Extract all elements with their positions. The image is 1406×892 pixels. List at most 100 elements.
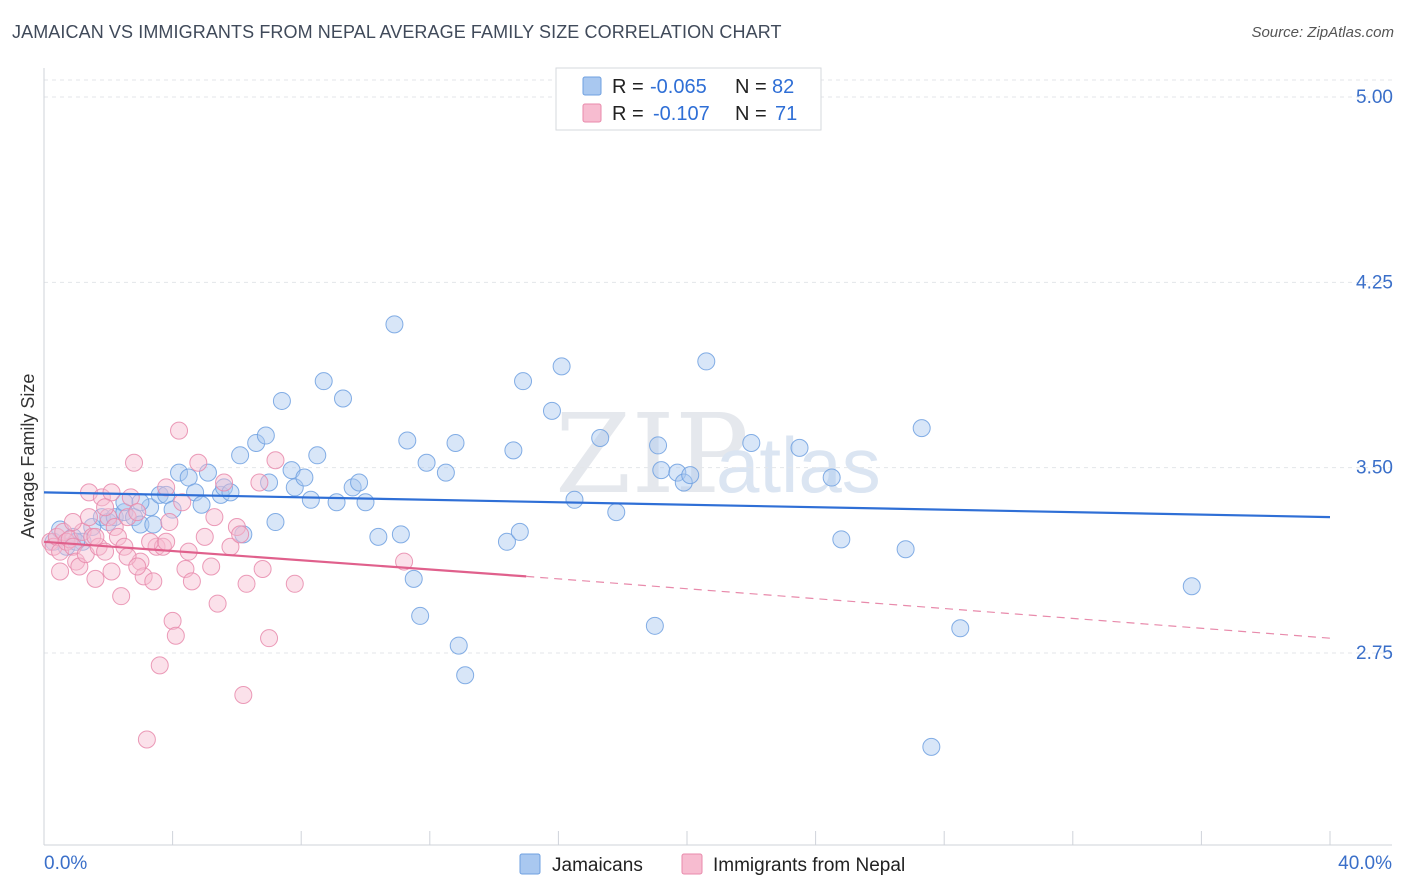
nepal-point: [137, 730, 156, 749]
nepal-point: [195, 527, 214, 546]
nepal-point: [108, 527, 127, 546]
jamaicans-point: [115, 503, 134, 522]
legend: R = -0.065 N = 82 R = -0.107 N = 71: [555, 67, 822, 131]
nepal-point: [163, 611, 182, 630]
jamaicans-point: [607, 503, 626, 522]
nepal-point: [86, 569, 105, 588]
jamaicans-point: [301, 490, 320, 509]
nepal-point: [395, 552, 414, 571]
jamaicans-point: [912, 419, 931, 438]
legend-r-value-2: -0.107: [653, 103, 710, 125]
chart-source: Source: ZipAtlas.com: [1251, 24, 1394, 41]
x-axis-ticks: [43, 831, 1331, 845]
jamaicans-point: [125, 508, 144, 527]
bottom-legend-swatch-jamaicans: [519, 853, 541, 875]
legend-n-label-2: N =: [735, 103, 767, 125]
y-tick-label: 3.50: [1356, 458, 1393, 479]
jamaicans-point: [896, 540, 915, 559]
jamaicans-point: [790, 438, 809, 457]
jamaicans-point: [350, 473, 369, 492]
jamaicans-point: [247, 433, 266, 452]
trendlines: [43, 491, 1331, 639]
jamaicans-point: [674, 473, 693, 492]
jamaicans-point: [697, 352, 716, 371]
nepal-point: [231, 525, 250, 544]
jamaicans-point: [497, 532, 516, 551]
jamaicans-point: [822, 468, 841, 487]
x-tick-label-min: 0.0%: [44, 853, 87, 874]
legend-r-label-2: R =: [612, 103, 644, 125]
jamaicans-point: [922, 737, 941, 756]
nepal-point: [285, 574, 304, 593]
jamaicans-point: [514, 372, 533, 391]
y-tick-labels: 2.75 3.50 4.25 5.00: [1356, 87, 1393, 664]
gridlines: [44, 79, 1392, 654]
nepal-point: [105, 517, 124, 536]
jamaicans-point: [83, 517, 102, 536]
jamaicans-point: [356, 493, 375, 512]
nepal-point: [141, 532, 160, 551]
nepal-point: [237, 574, 256, 593]
nepal-point: [134, 567, 153, 586]
jamaicans-point: [314, 372, 333, 391]
y-tick-label: 2.75: [1356, 643, 1393, 664]
bottom-legend-label-jamaicans: Jamaicans: [552, 855, 643, 876]
nepal-point: [125, 453, 144, 472]
nepal-point: [112, 587, 131, 606]
nepal-point: [86, 527, 105, 546]
nepal-point: [266, 451, 285, 470]
nepal-point: [189, 453, 208, 472]
jamaicans-point: [417, 453, 436, 472]
jamaicans-point: [398, 431, 417, 450]
jamaicans-point: [285, 478, 304, 497]
nepal-point: [144, 572, 163, 591]
legend-swatch-nepal: [582, 103, 602, 123]
jamaicans-point: [105, 508, 124, 527]
nepal-point: [102, 483, 121, 502]
jamaicans-point: [327, 493, 346, 512]
nepal-point: [118, 508, 137, 527]
nepal-point: [54, 522, 73, 541]
nepal-point: [80, 508, 99, 527]
y-axis-label: Average Family Size: [18, 374, 38, 539]
y-tick-label: 5.00: [1356, 87, 1393, 108]
jamaicans-point: [649, 436, 668, 455]
jamaicans-point: [681, 466, 700, 485]
jamaicans-point: [295, 468, 314, 487]
jamaicans-point: [951, 619, 970, 638]
jamaicans-point: [144, 515, 163, 534]
legend-r-label-1: R =: [612, 76, 644, 98]
nepal-point: [150, 656, 169, 675]
trendline-nepal: [43, 540, 527, 578]
jamaicans-point: [404, 569, 423, 588]
jamaicans-point: [456, 666, 475, 685]
y-tick-label: 4.25: [1356, 272, 1393, 293]
jamaicans-point: [652, 461, 671, 480]
jamaicans-point: [510, 522, 529, 541]
jamaicans-point: [446, 433, 465, 452]
jamaicans-point: [436, 463, 455, 482]
nepal-point: [215, 473, 234, 492]
nepal-point: [208, 594, 227, 613]
legend-n-value-1: 82: [772, 76, 794, 98]
nepal-point: [128, 503, 147, 522]
jamaicans-point: [266, 513, 285, 532]
nepal-point: [234, 686, 253, 705]
watermark-zip: ZIP: [555, 390, 749, 518]
nepal-point: [160, 513, 179, 532]
bottom-legend: Jamaicans Immigrants from Nepal: [519, 853, 905, 876]
jamaicans-point: [504, 441, 523, 460]
nepal-point: [128, 557, 147, 576]
nepal-point: [51, 562, 70, 581]
jamaicans-point: [449, 636, 468, 655]
trendline-jamaicans: [43, 491, 1331, 519]
bottom-legend-label-nepal: Immigrants from Nepal: [713, 855, 905, 876]
jamaicans-point: [411, 606, 430, 625]
jamaicans-point: [231, 446, 250, 465]
jamaicans-point: [742, 433, 761, 452]
series-nepal-points: [41, 421, 414, 749]
jamaicans-point: [333, 389, 352, 408]
legend-r-value-1: -0.065: [650, 76, 707, 98]
nepal-point: [173, 493, 192, 512]
